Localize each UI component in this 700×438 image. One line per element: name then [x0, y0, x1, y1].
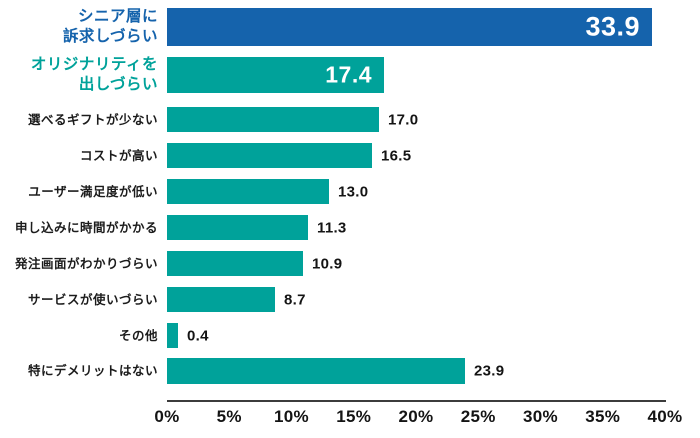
category-label: 特にデメリットはない [0, 363, 158, 379]
x-axis-tick-label: 15% [336, 407, 372, 426]
bar [167, 107, 379, 132]
value-label: 33.9 [585, 11, 640, 42]
bar-row: サービスが使いづらい 8.7 [0, 287, 700, 312]
x-axis-tick-label: 5% [216, 407, 242, 426]
bar-row: ユーザー満足度が低い 13.0 [0, 179, 700, 204]
category-label: シニア層に訴求しづらい [0, 7, 158, 47]
bar-row: コストが高い 16.5 [0, 143, 700, 168]
category-label-line: ユーザー満足度が低い [28, 184, 158, 199]
value-label: 0.4 [187, 327, 209, 344]
value-label: 11.3 [317, 219, 347, 236]
x-axis-tick-label: 35% [585, 407, 621, 426]
bar-row: 発注画面がわかりづらい 10.9 [0, 251, 700, 276]
bar [167, 358, 465, 384]
category-label: 選べるギフトが少ない [0, 112, 158, 128]
category-label-line: 出しづらい [78, 76, 158, 93]
value-label: 8.7 [284, 291, 306, 308]
category-label-line: シニア層に [77, 8, 158, 26]
bar-row: 特にデメリットはない 23.9 [0, 358, 700, 384]
bar [167, 143, 372, 168]
category-label-line: オリジナリティを [30, 56, 158, 74]
x-axis-line [167, 400, 666, 402]
bar: 17.4 [167, 57, 384, 93]
value-label: 16.5 [381, 147, 412, 164]
category-label-line: サービスが使いづらい [27, 292, 158, 307]
bar [167, 287, 275, 312]
value-label: 13.0 [338, 183, 369, 200]
category-label: サービスが使いづらい [0, 292, 158, 308]
bar-row: 申し込みに時間がかかる 11.3 [0, 215, 700, 240]
bar-row: オリジナリティを出しづらい 17.4 [0, 55, 700, 95]
category-label: 申し込みに時間がかかる [0, 220, 158, 236]
bar-row: シニア層に訴求しづらい 33.9 [0, 8, 700, 46]
bar-row: その他 0.4 [0, 323, 700, 348]
category-label-line: 申し込みに時間がかかる [14, 220, 158, 235]
x-axis-tick-label: 10% [274, 407, 309, 426]
category-label: その他 [0, 328, 158, 344]
category-label: コストが高い [0, 148, 158, 164]
category-label-line: 特にデメリットはない [27, 364, 158, 378]
category-label-line: 発注画面がわかりづらい [14, 256, 158, 271]
category-label-line: 訴求しづらい [62, 28, 158, 45]
x-axis-tick-label: 25% [460, 407, 496, 426]
value-label: 17.4 [325, 61, 372, 88]
bar [167, 251, 303, 276]
value-label: 10.9 [312, 255, 343, 272]
category-label-line: その他 [118, 328, 158, 343]
category-label: 発注画面がわかりづらい [0, 256, 158, 272]
bar [167, 179, 329, 204]
bar-row: 選べるギフトが少ない 17.0 [0, 107, 700, 132]
bar [167, 215, 308, 240]
bar [167, 323, 178, 348]
category-label-line: 選べるギフトが少ない [27, 112, 158, 127]
value-label: 23.9 [474, 362, 505, 380]
value-label: 17.0 [388, 111, 419, 128]
x-axis-tick-label: 0% [154, 407, 180, 426]
category-label: オリジナリティを出しづらい [0, 55, 158, 95]
category-label: ユーザー満足度が低い [0, 184, 158, 200]
bar: 33.9 [167, 8, 652, 46]
x-axis-tick-label: 40% [647, 407, 683, 426]
x-axis-tick-label: 30% [523, 407, 558, 426]
x-axis-tick-label: 20% [398, 407, 434, 426]
category-label-line: コストが高い [79, 148, 158, 163]
